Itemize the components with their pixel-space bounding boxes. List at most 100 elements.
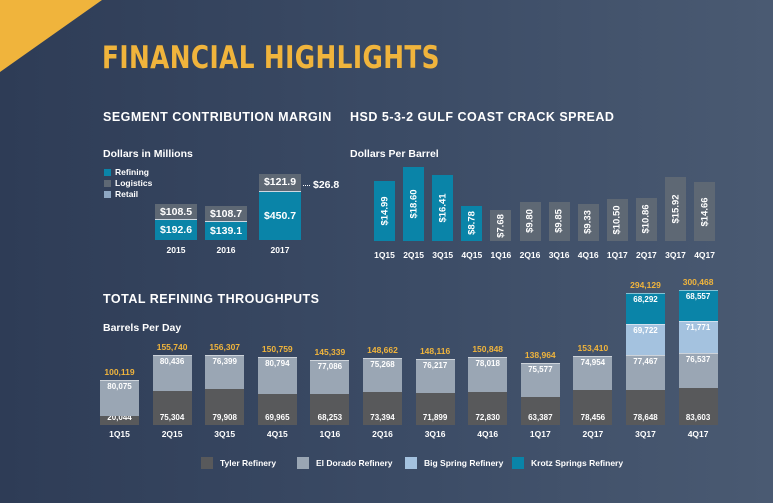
segment-chart-ylabel: Dollars in Millions [103, 148, 193, 160]
krotz-springs-segment [626, 293, 665, 324]
category-label: 4Q16 [577, 250, 599, 260]
total-label: 148,116 [419, 345, 451, 356]
legend-item-logistics: Logistics [104, 178, 152, 189]
crack-bar [432, 175, 454, 241]
el-dorado-value-label: 76,399 [212, 356, 237, 366]
el-dorado-value-label: 74,954 [580, 358, 606, 368]
legend-item-refining: Refining [104, 167, 152, 178]
crack-bar [403, 166, 425, 241]
el-dorado-segment [520, 362, 560, 397]
tyler-segment [363, 392, 402, 425]
el-dorado-value-label: 75,268 [370, 360, 395, 370]
tyler-segment [205, 389, 245, 425]
category-label: 2Q15 [161, 429, 183, 439]
legend-label: El Dorado Refinery [316, 458, 393, 468]
category-label: 1Q17 [529, 429, 551, 439]
total-label: 145,339 [314, 346, 346, 357]
el-dorado-value-label: 80,075 [107, 382, 132, 392]
crack-value-label: $9.80 [524, 209, 536, 234]
el-dorado-value-label: 76,217 [422, 360, 448, 370]
el-dorado-value-label: 76,537 [685, 355, 711, 365]
el-dorado-segment [573, 356, 613, 390]
category-label: 3Q16 [548, 250, 570, 260]
crack-value-label: $15.92 [670, 194, 681, 224]
legend-swatch [201, 457, 213, 469]
crack-chart-ylabel: Dollars Per Barrel [350, 148, 439, 160]
category-label: 1Q15 [109, 429, 130, 439]
category-label: 3Q15 [214, 429, 236, 439]
legend-label: Big Spring Refinery [424, 458, 504, 468]
crack-value-label: $18.60 [408, 189, 420, 219]
tyler-segment [573, 389, 613, 425]
crack-bar [694, 182, 716, 241]
category-label: 4Q15 [461, 250, 483, 260]
big-spring-value-label: 71,771 [685, 323, 711, 333]
segment-chart-title: SEGMENT CONTRIBUTION MARGIN [103, 110, 332, 124]
segment-legend: Refining Logistics Retail [104, 167, 152, 200]
el-dorado-segment [257, 357, 297, 394]
total-label: 150,759 [261, 344, 293, 355]
category-label: 4Q17 [694, 250, 715, 260]
legend-swatch [104, 169, 111, 176]
total-label: 155,740 [156, 342, 188, 353]
total-label: 156,307 [209, 341, 241, 352]
crack-value-label: $14.99 [379, 196, 390, 226]
tyler-segment [678, 387, 718, 425]
category-label: 2Q16 [519, 250, 541, 260]
tyler-value-label: 63,387 [528, 413, 553, 422]
category-label: 3Q15 [432, 250, 454, 260]
el-dorado-value-label: 80,794 [265, 359, 290, 369]
el-dorado-segment [205, 354, 245, 390]
crack-chart-title: HSD 5-3-2 GULF COAST CRACK SPREAD [350, 110, 615, 124]
refining-value-label: $450.7 [263, 210, 297, 222]
crack-value-label: $8.78 [466, 211, 478, 236]
el-dorado-segment [100, 380, 139, 416]
legend-label: Logistics [115, 178, 153, 188]
legend-swatch [104, 180, 111, 187]
legend-label: Krotz Springs Refinery [531, 458, 624, 468]
el-dorado-value-label: 77,086 [317, 361, 343, 371]
retail-value-label: $26.8 [313, 179, 340, 191]
refining-bar [155, 220, 197, 240]
crack-bar [548, 201, 570, 241]
category-label: 1Q15 [374, 250, 395, 260]
legend-item-retail: Retail [104, 189, 152, 200]
tyler-value-label: 78,648 [633, 413, 658, 422]
crack-bar [635, 197, 657, 241]
crack-bar [461, 205, 483, 241]
crack-bar [490, 210, 512, 241]
big-spring-value-label: 69,722 [633, 325, 658, 335]
legend-item-el-dorado: El Dorado Refinery [297, 457, 393, 469]
category-label: 1Q17 [606, 250, 628, 260]
tyler-value-label: 78,456 [580, 413, 606, 422]
legend-swatch [297, 457, 309, 469]
el-dorado-segment [363, 358, 402, 393]
tyler-segment [468, 392, 508, 425]
category-label: 1Q16 [319, 429, 341, 439]
el-dorado-value-label: 80,436 [159, 357, 185, 367]
crack-bar [374, 181, 395, 241]
tyler-value-label: 69,965 [265, 413, 290, 422]
crack-value-label: $10.86 [640, 204, 652, 234]
category-label: 2Q15 [403, 250, 424, 260]
crack-value-label: $16.41 [437, 193, 449, 223]
crack-value-label: $9.33 [582, 210, 594, 235]
logistics-bar [259, 174, 301, 192]
tyler-value-label: 20,044 [107, 413, 132, 422]
category-label: 1Q16 [490, 250, 512, 260]
el-dorado-segment [310, 359, 350, 395]
total-label: 300,468 [682, 277, 714, 288]
tyler-segment [310, 394, 350, 425]
tyler-segment [626, 389, 665, 425]
category-label: 2017 [270, 245, 290, 255]
el-dorado-value-label: 77,467 [633, 357, 658, 367]
legend-label: Tyler Refinery [220, 458, 277, 468]
legend-swatch [512, 457, 524, 469]
throughput-chart-ylabel: Barrels Per Day [103, 322, 182, 334]
tyler-segment [100, 416, 139, 425]
logistics-bar [155, 204, 197, 220]
logistics-value-label: $121.9 [263, 176, 297, 188]
legend-swatch [104, 191, 111, 198]
tyler-value-label: 73,394 [370, 413, 395, 422]
category-label: 2Q16 [372, 429, 393, 439]
